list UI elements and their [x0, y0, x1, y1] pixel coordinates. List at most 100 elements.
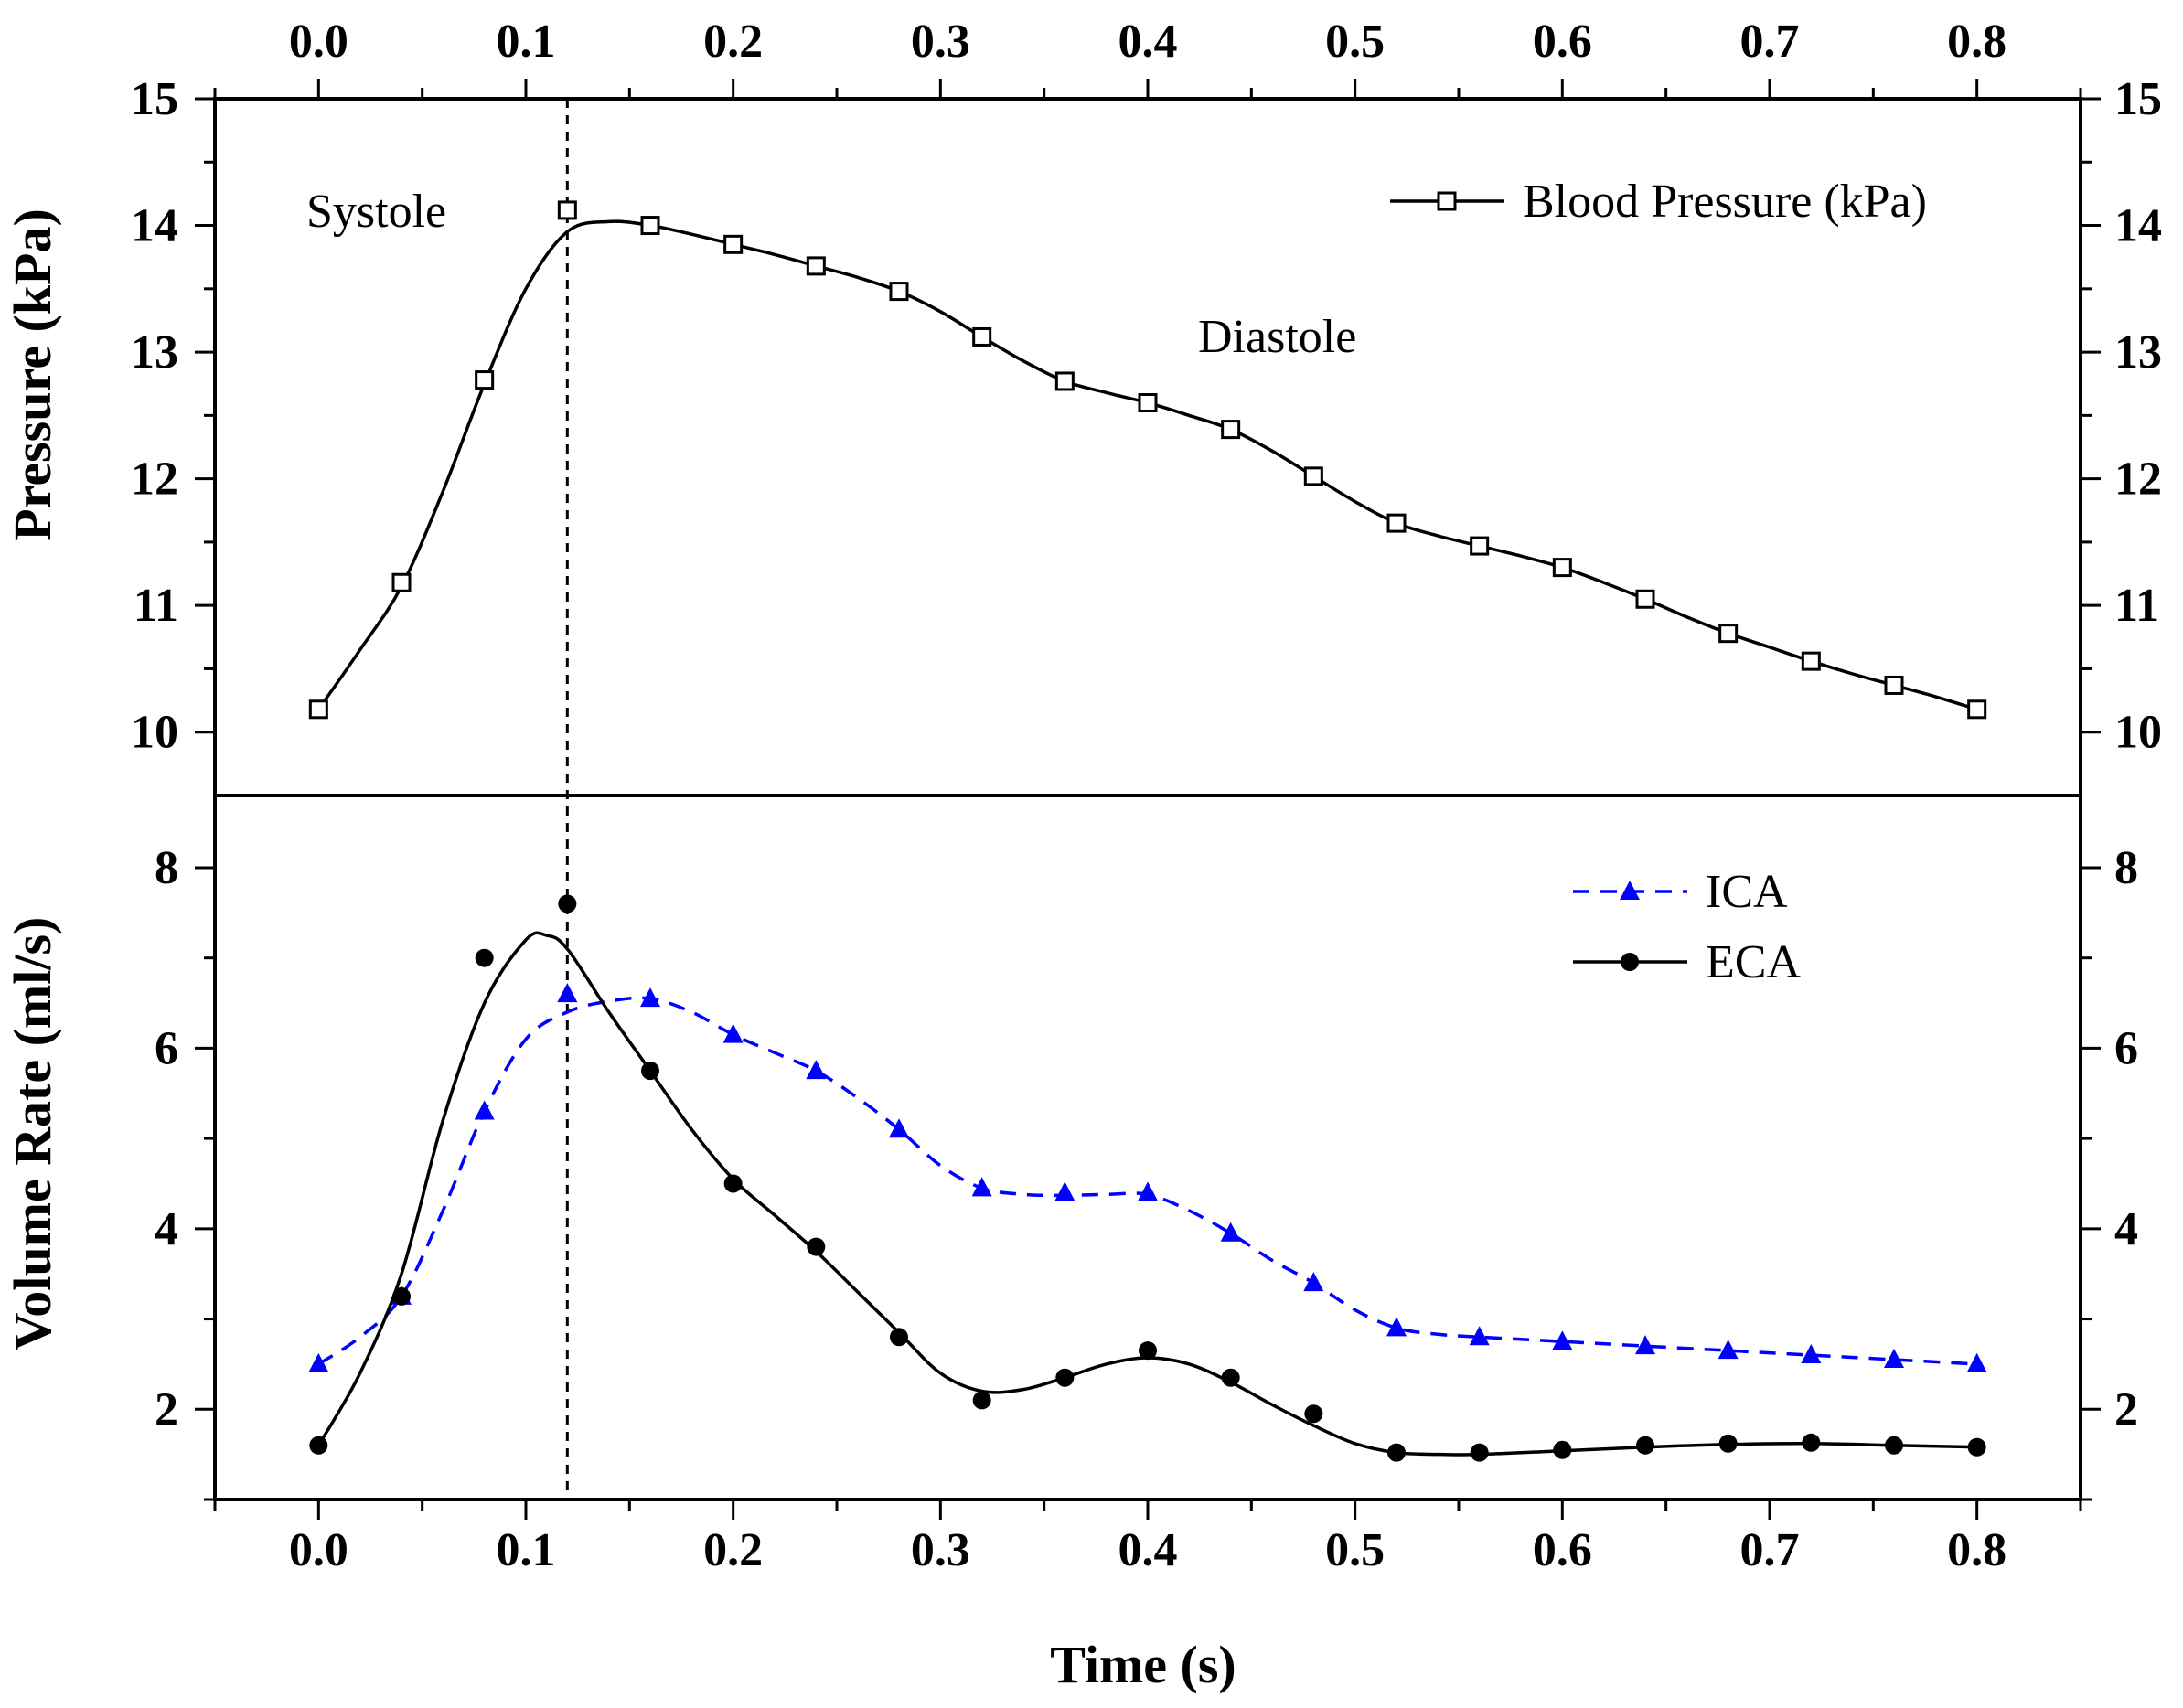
ica-series-point [1138, 1181, 1158, 1201]
eca-series-point [1718, 1434, 1738, 1453]
top-x-tick-label: 0.8 [1947, 16, 2006, 68]
eca-series-point [972, 1391, 991, 1410]
blood-pressure-legend-label: Blood Pressure (kPa) [1523, 176, 1927, 228]
top-x-tick-label: 0.4 [1118, 16, 1178, 68]
eca-series-point [1885, 1436, 1903, 1455]
ica-series-point [1635, 1335, 1655, 1355]
blood-pressure-series-point [1221, 420, 1241, 440]
bottom-x-tick-label: 0.8 [1947, 1524, 2006, 1576]
eca-series-point [1055, 1368, 1075, 1387]
blood-pressure-series-point [1470, 536, 1490, 556]
ica-series-point [1884, 1348, 1904, 1368]
top-y-tick-label-right: 11 [2114, 580, 2159, 632]
ica-series-point [308, 1352, 329, 1372]
eca-series-point [475, 948, 494, 967]
bottom-x-tick-label: 0.0 [289, 1524, 348, 1576]
bottom-y-tick-label-left: 4 [155, 1203, 178, 1255]
bottom-y-tick-label-right: 4 [2114, 1203, 2138, 1255]
ica-series-point [1552, 1330, 1573, 1350]
eca-series-point [1387, 1443, 1406, 1462]
blood-pressure-series-point [557, 200, 577, 220]
bottom-x-tick-label: 0.1 [497, 1524, 556, 1576]
eca-series-point [1553, 1440, 1572, 1459]
blood-pressure-series-point [1801, 651, 1821, 671]
ica-series-point [889, 1118, 909, 1138]
bottom-x-tick-label: 0.7 [1740, 1524, 1800, 1576]
eca-series-point [1221, 1368, 1240, 1387]
x-axis-title: Time (s) [1050, 1635, 1236, 1694]
bottom-x-tick-label: 0.5 [1325, 1524, 1385, 1576]
blood-pressure-series-point [1386, 513, 1407, 533]
ica-series-point [1718, 1340, 1739, 1360]
blood-pressure-series-point [1138, 393, 1158, 413]
blood-pressure-series-point [1635, 589, 1655, 609]
blood-pressure-series-point [1552, 558, 1572, 578]
top-y-tick-label-left: 13 [131, 326, 178, 379]
blood-pressure-series-point [391, 572, 412, 592]
blood-pressure-series-point [723, 234, 744, 254]
eca-series-point [641, 1062, 659, 1081]
ica-series-point [722, 1023, 744, 1043]
blood-pressure-series-line [316, 219, 1978, 711]
top-x-tick-label: 0.6 [1533, 16, 1592, 68]
bottom-y-tick-label-left: 8 [155, 842, 178, 894]
blood-pressure-series-point [475, 370, 495, 390]
bottom-y-axis-title: Volume Rate (ml/s) [3, 917, 62, 1351]
ica-series-point [1469, 1326, 1490, 1346]
eca-series-point [723, 1174, 743, 1193]
eca-series-point [1636, 1436, 1654, 1455]
bottom-x-tick-label: 0.6 [1533, 1524, 1592, 1576]
eca-legend-label: ECA [1706, 936, 1801, 988]
ica-series-point [1220, 1222, 1241, 1242]
ica-series-point [1054, 1181, 1075, 1201]
eca-series-point [890, 1328, 908, 1347]
ica-series-point [1386, 1317, 1407, 1337]
bottom-y-tick-label-right: 6 [2114, 1022, 2138, 1074]
eca-series-point [309, 1436, 328, 1455]
ica-series-point [1966, 1352, 1987, 1372]
eca-series-point [1802, 1433, 1821, 1452]
blood-pressure-series-point [972, 326, 992, 347]
top-x-tick-label: 0.5 [1325, 16, 1385, 68]
eca-legend-marker [1621, 953, 1639, 971]
bottom-y-tick-label-left: 6 [155, 1022, 178, 1074]
top-x-tick-label: 0.0 [289, 16, 348, 68]
blood-pressure-series-point [889, 282, 909, 302]
diastole-annotation: Diastole [1198, 311, 1356, 363]
blood-pressure-series-point [1884, 675, 1904, 695]
ica-series-point [474, 1100, 495, 1120]
top-y-tick-label-left: 12 [131, 454, 178, 506]
ica-series-point [971, 1177, 992, 1197]
ica-series-line [317, 996, 1977, 1366]
top-y-tick-label-right: 13 [2114, 326, 2162, 379]
top-y-tick-label-left: 11 [134, 580, 178, 632]
ica-series-point [640, 987, 660, 1008]
eca-series-point [1139, 1341, 1157, 1361]
ica-legend-marker [1620, 881, 1640, 900]
eca-series-point [1470, 1443, 1489, 1462]
top-y-tick-label-right: 14 [2114, 200, 2162, 252]
top-x-tick-label: 0.7 [1740, 16, 1800, 68]
bottom-x-tick-label: 0.3 [911, 1524, 970, 1576]
top-y-tick-label-left: 10 [131, 707, 178, 759]
systole-annotation: Systole [306, 186, 446, 238]
blood-pressure-series-point [1718, 624, 1739, 644]
top-x-tick-label: 0.2 [703, 16, 763, 68]
top-x-tick-label: 0.3 [911, 16, 970, 68]
blood-pressure-series-point [308, 699, 328, 720]
ica-series-point [557, 983, 578, 1003]
bottom-y-tick-label-right: 2 [2114, 1383, 2138, 1436]
top-y-tick-label-right: 15 [2114, 73, 2162, 125]
eca-series-point [1304, 1404, 1323, 1424]
top-y-tick-label-right: 10 [2114, 707, 2162, 759]
eca-series-point [807, 1237, 826, 1256]
eca-series-point [558, 894, 577, 913]
blood-pressure-series-point [1303, 466, 1323, 486]
ica-series-point [806, 1060, 827, 1080]
bottom-y-tick-label-left: 2 [155, 1383, 178, 1436]
eca-series-point [392, 1286, 411, 1306]
top-x-tick-label: 0.1 [497, 16, 556, 68]
ica-series-point [1801, 1344, 1822, 1364]
